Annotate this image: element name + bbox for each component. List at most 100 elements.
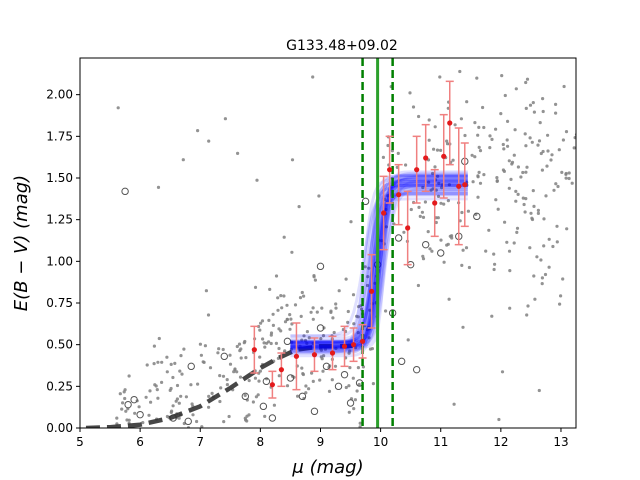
red-point (359, 338, 366, 344)
background-star (494, 127, 498, 131)
background-star (233, 367, 237, 371)
background-star (500, 370, 505, 374)
background-star (311, 75, 315, 79)
background-star (367, 336, 371, 340)
background-star (223, 117, 227, 121)
background-star (408, 91, 412, 95)
background-star (417, 205, 421, 209)
background-star (523, 210, 527, 214)
background-star (238, 375, 243, 379)
background-star (258, 328, 262, 332)
background-star (421, 185, 425, 190)
background-star (228, 353, 232, 357)
background-star (470, 153, 474, 157)
background-star (208, 366, 213, 370)
open-marker (130, 395, 138, 404)
background-star (262, 341, 266, 345)
background-star (537, 388, 541, 393)
background-star (521, 196, 525, 200)
background-star (503, 220, 507, 224)
background-star (184, 395, 188, 399)
background-star (528, 136, 532, 140)
background-star (196, 129, 200, 133)
background-star (442, 202, 446, 206)
red-point (329, 350, 336, 356)
plot-frame (79, 57, 577, 429)
background-star (555, 240, 559, 244)
background-star (435, 148, 440, 152)
background-star (384, 207, 388, 212)
open-marker (220, 352, 228, 361)
background-star (507, 249, 512, 253)
background-star (290, 250, 294, 254)
background-star (156, 396, 160, 400)
background-star (347, 410, 351, 414)
background-star (236, 151, 240, 155)
red-point (368, 288, 375, 294)
background-star (346, 309, 350, 314)
open-marker (412, 365, 421, 374)
background-star (300, 290, 304, 295)
background-star (207, 405, 211, 409)
background-star (416, 283, 420, 288)
background-star (492, 267, 496, 272)
background-star (174, 399, 178, 403)
background-star (526, 304, 530, 308)
background-star (547, 265, 551, 269)
background-star (351, 376, 355, 380)
background-star (217, 347, 221, 351)
background-star (169, 362, 173, 366)
background-star (539, 258, 543, 262)
background-star (446, 199, 450, 203)
background-star (538, 121, 542, 125)
open-marker (394, 234, 403, 242)
background-star (180, 372, 184, 376)
background-star (147, 413, 151, 417)
background-star (564, 130, 569, 134)
x-axis-ticks: 5 6 7 8 9 10 11 12 13 (76, 428, 569, 449)
background-star (439, 148, 443, 152)
x-tick-label: 7 (196, 435, 204, 449)
background-star (559, 294, 563, 298)
background-star (555, 224, 559, 228)
background-star (269, 341, 273, 346)
y-tick-label: 0.50 (46, 338, 73, 352)
background-star (330, 378, 334, 382)
background-star (497, 417, 501, 422)
background-star (445, 139, 449, 143)
background-star (496, 207, 500, 211)
background-star (433, 125, 437, 129)
red-point (447, 120, 453, 126)
background-star (120, 407, 124, 411)
background-star (461, 248, 465, 252)
background-star (530, 140, 534, 144)
background-star (218, 399, 222, 404)
background-star (311, 379, 315, 383)
background-star (196, 382, 200, 386)
background-star (540, 168, 545, 172)
background-star (357, 305, 361, 309)
background-star (432, 147, 436, 151)
background-star (123, 396, 127, 401)
background-star (561, 138, 566, 142)
background-star (344, 277, 348, 281)
background-star (344, 385, 348, 390)
background-star (303, 338, 308, 343)
background-star (154, 384, 158, 388)
background-star (179, 394, 183, 398)
background-star (533, 297, 537, 301)
open-marker (283, 337, 292, 346)
x-tick-label: 10 (373, 435, 388, 449)
background-star (358, 425, 362, 428)
x-axis-label: μ (mag) (291, 457, 363, 478)
background-star (319, 348, 323, 352)
background-star (431, 171, 435, 176)
y-tick-label: 0.25 (46, 379, 73, 393)
background-star (285, 384, 290, 388)
background-star (235, 344, 239, 349)
background-star (160, 360, 164, 364)
background-star (320, 357, 324, 361)
background-star (427, 138, 431, 142)
background-star (322, 354, 326, 358)
